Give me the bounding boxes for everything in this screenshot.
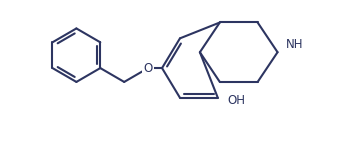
Text: OH: OH xyxy=(228,94,246,107)
Text: O: O xyxy=(144,61,153,75)
Text: NH: NH xyxy=(285,38,303,51)
